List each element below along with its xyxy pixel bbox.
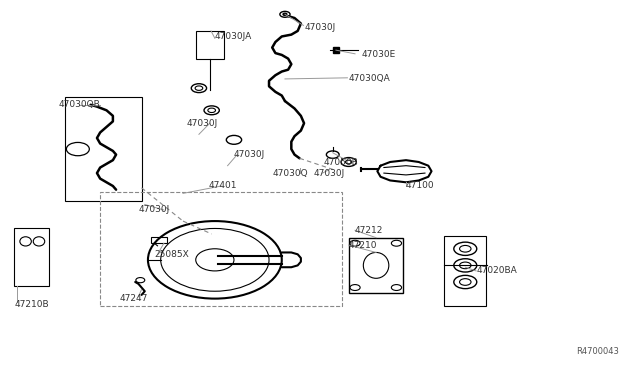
- Text: 47401: 47401: [209, 182, 237, 190]
- Text: 47030J: 47030J: [304, 23, 335, 32]
- Bar: [349, 238, 403, 293]
- Text: R4700043: R4700043: [577, 347, 620, 356]
- Text: 47030J: 47030J: [314, 169, 345, 177]
- Text: 47247: 47247: [119, 294, 148, 303]
- Text: 47100: 47100: [406, 182, 435, 190]
- Text: 47030J: 47030J: [138, 205, 170, 215]
- Text: 47210: 47210: [349, 241, 377, 250]
- Text: 47030J: 47030J: [234, 150, 265, 159]
- Text: 47030E: 47030E: [362, 51, 396, 60]
- Text: 47030QA: 47030QA: [349, 74, 390, 83]
- Text: 47030J: 47030J: [186, 119, 218, 128]
- Bar: [14, 228, 49, 286]
- Bar: [151, 237, 167, 243]
- Text: 47030Q: 47030Q: [272, 169, 308, 177]
- Bar: [65, 97, 141, 201]
- Text: 25085X: 25085X: [154, 250, 189, 259]
- Circle shape: [283, 13, 287, 15]
- Text: 47210B: 47210B: [14, 300, 49, 309]
- Text: 47212: 47212: [355, 226, 383, 235]
- Bar: [444, 236, 486, 306]
- Bar: [196, 31, 225, 59]
- Text: 47030QB: 47030QB: [59, 100, 100, 109]
- Text: 47030JA: 47030JA: [215, 32, 252, 41]
- Text: 47020BA: 47020BA: [476, 266, 517, 275]
- Bar: [100, 192, 342, 306]
- Text: 47050B: 47050B: [323, 157, 358, 167]
